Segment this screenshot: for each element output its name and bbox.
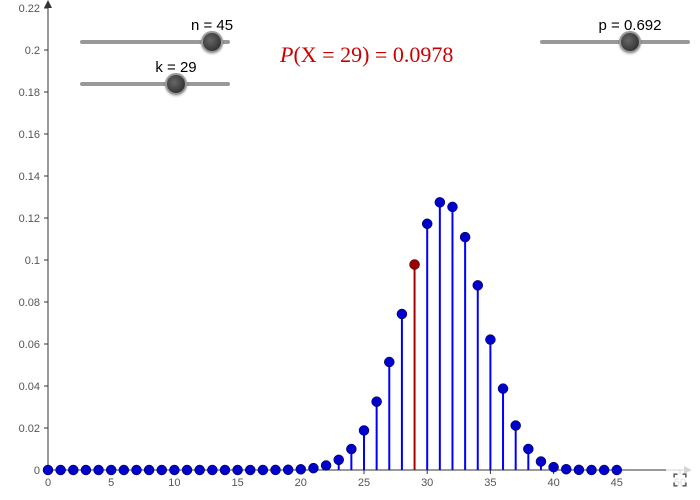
slider-n-thumb[interactable] <box>201 31 223 53</box>
svg-text:0.16: 0.16 <box>19 129 40 141</box>
svg-text:0.18: 0.18 <box>19 87 40 99</box>
svg-text:0.04: 0.04 <box>19 381 40 393</box>
svg-text:15: 15 <box>231 477 243 489</box>
svg-text:5: 5 <box>108 477 114 489</box>
svg-text:0.06: 0.06 <box>19 339 40 351</box>
formula-open: (X = <box>293 42 340 67</box>
svg-text:20: 20 <box>295 477 307 489</box>
svg-text:0.1: 0.1 <box>25 255 40 267</box>
svg-text:0.2: 0.2 <box>25 45 40 57</box>
fullscreen-icon <box>670 470 690 490</box>
svg-text:0.02: 0.02 <box>19 423 40 435</box>
svg-text:0: 0 <box>34 465 40 477</box>
slider-k-thumb[interactable] <box>165 73 187 95</box>
svg-text:10: 10 <box>168 477 180 489</box>
formula-value: 0.0978 <box>393 42 454 67</box>
svg-text:45: 45 <box>611 477 623 489</box>
formula-close: ) = <box>362 42 393 67</box>
slider-k-track <box>80 82 230 86</box>
slider-p-track <box>540 40 690 44</box>
formula-p: P <box>280 42 293 67</box>
formula-k: 29 <box>340 42 362 67</box>
probability-formula: P(X = 29) = 0.0978 <box>280 42 453 68</box>
svg-text:0.14: 0.14 <box>19 171 40 183</box>
svg-text:25: 25 <box>358 477 370 489</box>
binomial-chart: 0 0.02 0.04 0.06 0.08 0.1 0.12 0.14 0.16 0.18 0.2 0… <box>0 0 700 500</box>
fullscreen-button[interactable] <box>666 466 694 494</box>
svg-text:30: 30 <box>421 477 433 489</box>
svg-text:40: 40 <box>547 477 559 489</box>
svg-text:0.12: 0.12 <box>19 213 40 225</box>
svg-text:35: 35 <box>484 477 496 489</box>
slider-p-thumb[interactable] <box>619 31 641 53</box>
svg-text:0: 0 <box>45 477 51 489</box>
svg-text:0.08: 0.08 <box>19 297 40 309</box>
svg-text:0.22: 0.22 <box>19 3 40 15</box>
